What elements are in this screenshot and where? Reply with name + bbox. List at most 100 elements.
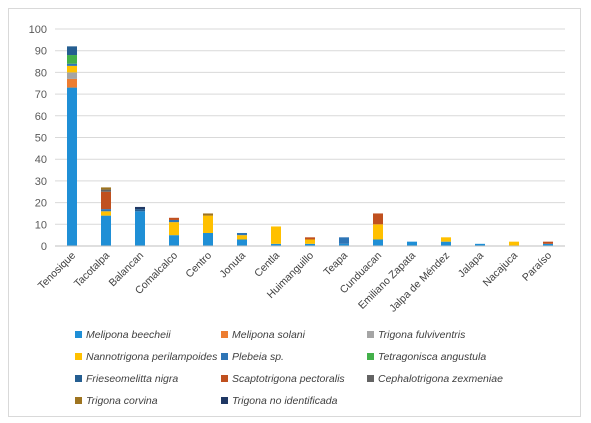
x-tick-label-centro: Centro xyxy=(183,250,214,281)
bar-jonuta-melipona-beecheii xyxy=(237,239,247,246)
x-tick-label-centla: Centla xyxy=(252,250,282,280)
legend-label: Plebeia sp. xyxy=(232,351,284,363)
x-tick-label-jonuta: Jonuta xyxy=(217,250,248,281)
bar-tenosique-melipona-beecheii xyxy=(67,87,77,246)
x-tick-label-jalpa-de-mendez: Jalpa de Méndez xyxy=(387,250,452,315)
bar-tenosique-plebeia-sp xyxy=(67,63,77,66)
bar-tenosique-nannotrigona-perilampoides xyxy=(67,65,77,73)
y-tick-label: 20 xyxy=(35,198,47,210)
legend-swatch xyxy=(75,397,82,404)
bar-centro-nannotrigona-perilampoides xyxy=(203,215,213,233)
y-tick-label: 90 xyxy=(35,46,47,58)
y-tick-label: 80 xyxy=(35,67,47,79)
x-tick-label-tacotalpa: Tacotalpa xyxy=(72,250,112,290)
legend-item-tetragonisca-angustula: Tetragonisca angustula xyxy=(367,351,486,363)
legend-swatch xyxy=(367,375,374,382)
legend-swatch xyxy=(75,353,82,360)
x-tick-label-jalapa: Jalapa xyxy=(456,250,486,280)
bar-paraiso-scaptotrigona-pectoralis xyxy=(543,241,553,244)
y-tick-label: 60 xyxy=(35,111,47,123)
legend-label: Melipona solani xyxy=(232,329,306,341)
bar-tenosique-melipona-solani xyxy=(67,78,77,88)
bar-centla-melipona-beecheii xyxy=(271,243,281,246)
legend-label: Nannotrigona perilampoides xyxy=(86,351,218,363)
legend-item-nannotrigona-perilampoides: Nannotrigona perilampoides xyxy=(75,351,218,363)
bar-nacajuca-nannotrigona-perilampoides xyxy=(509,241,519,246)
legend-item-melipona-solani: Melipona solani xyxy=(221,329,306,341)
legend-item-plebeia-sp: Plebeia sp. xyxy=(221,351,284,363)
legend: Melipona beecheii Melipona solani Trigona … xyxy=(75,329,503,407)
bar-huimanguillo-nannotrigona-perilampoides xyxy=(305,239,315,244)
legend-swatch xyxy=(75,331,82,338)
x-tick-label-teapa: Teapa xyxy=(321,250,350,279)
legend-swatch xyxy=(75,375,82,382)
legend-item-trigona-corvina: Trigona corvina xyxy=(75,395,158,407)
bar-centro-melipona-beecheii xyxy=(203,232,213,246)
y-tick-label: 100 xyxy=(29,24,47,36)
legend-swatch xyxy=(221,375,228,382)
bars xyxy=(67,46,553,246)
bar-jonuta-nannotrigona-perilampoides xyxy=(237,235,247,240)
x-tick-label-tenosique: Tenosique xyxy=(36,250,78,292)
bar-comalcalco-plebeia-sp xyxy=(169,219,179,223)
bar-emiliano-zapata-melipona-beecheii xyxy=(407,241,417,246)
bar-cunduacan-scaptotrigona-pectoralis xyxy=(373,213,383,225)
bar-huimanguillo-scaptotrigona-pectoralis xyxy=(305,237,315,240)
legend-label: Tetragonisca angustula xyxy=(378,351,486,363)
y-tick-label: 70 xyxy=(35,89,47,101)
bar-cunduacan-melipona-beecheii xyxy=(373,239,383,246)
y-tick-label: 40 xyxy=(35,154,47,166)
bar-balancan-trigona-no-identificada xyxy=(135,206,145,210)
legend-swatch xyxy=(221,331,228,338)
bar-paraiso-melipona-beecheii xyxy=(543,243,553,246)
legend-label: Trigona fulviventris xyxy=(378,329,466,341)
legend-label: Frieseomelitta nigra xyxy=(86,373,178,385)
bar-tacotalpa-plebeia-sp xyxy=(101,209,111,212)
bar-tacotalpa-cephalotrigona-zexmeniae xyxy=(101,189,111,192)
bar-tenosique-tetragonisca-angustula xyxy=(67,55,77,64)
bar-huimanguillo-melipona-beecheii xyxy=(305,243,315,246)
axes: 0 10 20 30 40 50 60 70 80 90 100 TenosiqueTacotalpa… xyxy=(29,24,565,315)
legend-label: Trigona no identificada xyxy=(232,395,338,407)
gridlines xyxy=(55,28,565,225)
bar-tacotalpa-scaptotrigona-pectoralis xyxy=(101,191,111,210)
chart-frame: 0 10 20 30 40 50 60 70 80 90 100 Tenosique Tacotalpa… xyxy=(8,8,581,417)
y-tick-label: 30 xyxy=(35,176,47,188)
bar-jonuta-plebeia-sp xyxy=(237,232,247,236)
y-tick-label: 10 xyxy=(35,219,47,231)
legend-item-frieseomelitta-nigra: Frieseomelitta nigra xyxy=(75,373,178,385)
bar-tenosique-trigona-fulviventris xyxy=(67,72,77,79)
legend-item-cephalotrigona-zexmeniae: Cephalotrigona zexmeniae xyxy=(367,373,503,385)
y-tick-label: 50 xyxy=(35,133,47,145)
y-tick-label: 0 xyxy=(41,241,47,253)
legend-label: Cephalotrigona zexmeniae xyxy=(378,373,503,385)
bar-centla-nannotrigona-perilampoides xyxy=(271,226,281,244)
legend-label: Melipona beecheii xyxy=(86,329,171,341)
legend-item-trigona-fulviventris: Trigona fulviventris xyxy=(367,329,466,341)
bar-teapa-plebeia-sp xyxy=(339,237,349,244)
x-tick-label-nacajuca: Nacajuca xyxy=(481,250,521,290)
legend-item-trigona-no-identificada: Trigona no identificada xyxy=(221,395,338,407)
bar-teapa-melipona-beecheii xyxy=(339,243,349,246)
legend-item-melipona-beecheii: Melipona beecheii xyxy=(75,329,171,341)
legend-swatch xyxy=(221,353,228,360)
bar-comalcalco-scaptotrigona-pectoralis xyxy=(169,217,179,220)
bar-balancan-melipona-beecheii xyxy=(135,211,145,246)
legend-item-scaptotrigona-pectoralis: Scaptotrigona pectoralis xyxy=(221,373,345,385)
bar-centro-trigona-corvina xyxy=(203,213,213,216)
bar-comalcalco-nannotrigona-perilampoides xyxy=(169,222,179,236)
stacked-bar-chart: 0 10 20 30 40 50 60 70 80 90 100 TenosiqueTacotalpa… xyxy=(29,24,565,407)
bar-jalapa-melipona-beecheii xyxy=(475,243,485,246)
legend-label: Scaptotrigona pectoralis xyxy=(232,373,345,385)
legend-swatch xyxy=(221,397,228,404)
bar-tacotalpa-trigona-corvina xyxy=(101,187,111,190)
bar-cunduacan-nannotrigona-perilampoides xyxy=(373,224,383,240)
x-tick-label-paraiso: Paraíso xyxy=(520,250,554,284)
bar-balancan-frieseomelitta-nigra xyxy=(135,209,145,212)
bar-jalpa-de-mendez-nannotrigona-perilampoides xyxy=(441,237,451,242)
bar-tacotalpa-nannotrigona-perilampoides xyxy=(101,211,111,216)
legend-swatch xyxy=(367,331,374,338)
bar-tacotalpa-melipona-beecheii xyxy=(101,215,111,246)
bar-tenosique-frieseomelitta-nigra xyxy=(67,46,77,56)
legend-label: Trigona corvina xyxy=(86,395,158,407)
